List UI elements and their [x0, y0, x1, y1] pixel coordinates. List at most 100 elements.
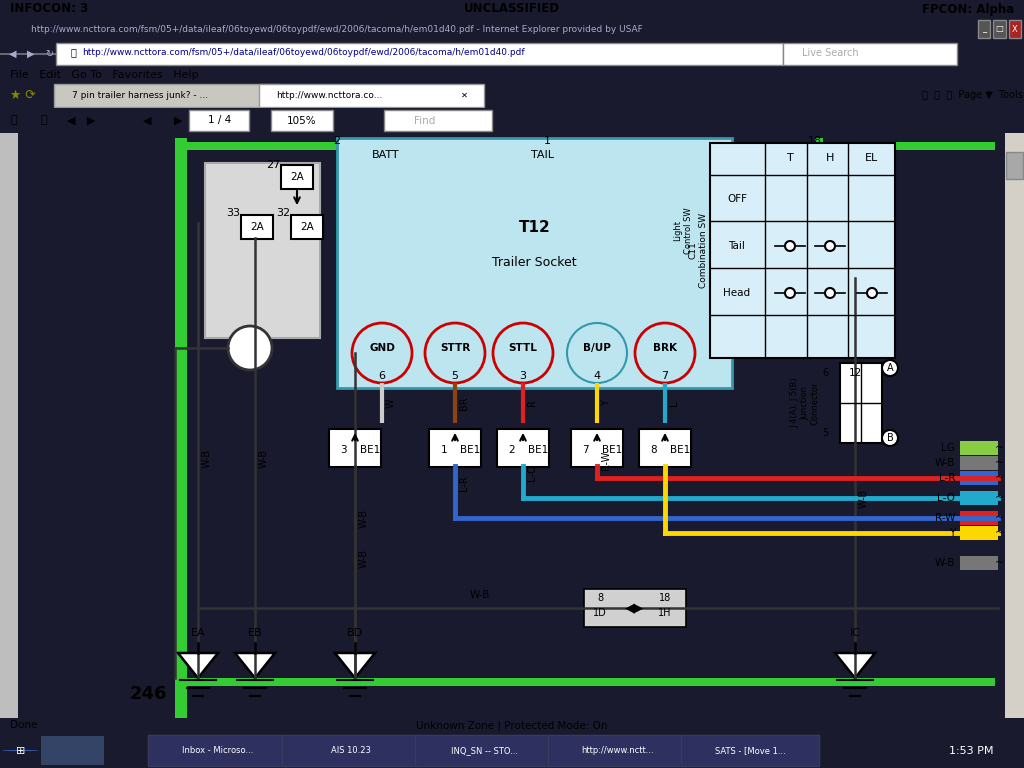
Circle shape	[493, 323, 553, 383]
Text: BD: BD	[347, 628, 364, 638]
Text: A: A	[887, 363, 893, 373]
Circle shape	[2, 750, 39, 751]
FancyBboxPatch shape	[148, 736, 287, 766]
Text: W-B: W-B	[359, 548, 369, 568]
Text: T12: T12	[518, 220, 550, 236]
Text: 32: 32	[275, 208, 290, 218]
Text: AIS 10.23: AIS 10.23	[332, 746, 371, 755]
FancyBboxPatch shape	[1009, 20, 1021, 38]
Text: ▶: ▶	[87, 115, 95, 125]
Text: http://www.ncttora.com/fsm/05+/data/ileaf/06toyewd/06toypdf/ewd/2006/tacoma/h/em: http://www.ncttora.com/fsm/05+/data/ilea…	[31, 25, 642, 34]
FancyBboxPatch shape	[337, 138, 732, 388]
Text: Light
Control SW: Light Control SW	[674, 207, 692, 253]
Text: Find: Find	[415, 115, 435, 125]
Text: 18: 18	[658, 593, 671, 603]
Text: UNCLASSIFIED: UNCLASSIFIED	[464, 2, 560, 15]
Text: GND: GND	[369, 343, 395, 353]
Text: BE1: BE1	[528, 445, 548, 455]
FancyBboxPatch shape	[41, 737, 74, 765]
Text: 6: 6	[379, 371, 385, 381]
Text: Inbox - Microso...: Inbox - Microso...	[182, 746, 254, 755]
FancyBboxPatch shape	[329, 429, 381, 467]
Text: http://www.ncttora.com/fsm/05+/data/ileaf/06toyewd/06toypdf/ewd/2006/tacoma/h/em: http://www.ncttora.com/fsm/05+/data/ilea…	[82, 48, 524, 57]
Text: 4: 4	[594, 371, 600, 381]
FancyBboxPatch shape	[584, 589, 686, 627]
FancyBboxPatch shape	[72, 737, 104, 765]
FancyBboxPatch shape	[497, 429, 549, 467]
FancyBboxPatch shape	[429, 429, 481, 467]
Text: TAIL: TAIL	[530, 150, 554, 160]
FancyBboxPatch shape	[639, 429, 691, 467]
Text: EL: EL	[865, 153, 879, 163]
Text: J 4(A), J 5(B)
Junction
Connector: J 4(A), J 5(B) Junction Connector	[791, 378, 820, 429]
Text: LG: LG	[941, 443, 955, 453]
Text: 2A: 2A	[250, 222, 264, 232]
Text: W-B: W-B	[935, 458, 955, 468]
Text: ✕: ✕	[461, 91, 468, 100]
Text: BE1: BE1	[360, 445, 380, 455]
Circle shape	[228, 326, 272, 370]
Circle shape	[567, 323, 627, 383]
Text: 🏠  📋  🖨  Page ▼  Tools ▼: 🏠 📋 🖨 Page ▼ Tools ▼	[922, 91, 1024, 101]
Text: 3: 3	[519, 371, 526, 381]
FancyBboxPatch shape	[961, 441, 998, 455]
Text: 2A: 2A	[290, 172, 304, 182]
Text: W-B: W-B	[935, 558, 955, 568]
Circle shape	[882, 430, 898, 446]
Text: W-B: W-B	[470, 590, 490, 600]
Text: 12: 12	[848, 368, 861, 378]
Text: 1D: 1D	[593, 608, 607, 618]
Text: 1:53 PM: 1:53 PM	[949, 746, 993, 756]
Text: INFOCON: 3: INFOCON: 3	[10, 2, 88, 15]
Text: 3: 3	[340, 445, 347, 455]
Text: STTL: STTL	[509, 343, 538, 353]
FancyBboxPatch shape	[241, 215, 273, 239]
Text: L: L	[669, 400, 679, 406]
Text: ◀▶: ◀▶	[626, 601, 645, 614]
Text: X: X	[1012, 25, 1018, 34]
FancyBboxPatch shape	[993, 20, 1006, 38]
Text: R-W: R-W	[601, 450, 611, 469]
Circle shape	[785, 241, 795, 251]
Text: □: □	[995, 25, 1004, 34]
Text: L-R: L-R	[459, 475, 469, 491]
Text: W-B: W-B	[202, 449, 212, 468]
Text: ~: ~	[995, 458, 1005, 468]
Text: 7 pin trailer harness junk? - ...: 7 pin trailer harness junk? - ...	[72, 91, 208, 100]
Text: ↻: ↻	[45, 49, 53, 59]
Text: 1H: 1H	[658, 608, 672, 618]
FancyBboxPatch shape	[175, 678, 995, 686]
Polygon shape	[335, 653, 375, 678]
Text: W-B: W-B	[359, 508, 369, 528]
FancyBboxPatch shape	[978, 20, 990, 38]
Text: Head: Head	[723, 288, 751, 298]
Text: Done: Done	[10, 720, 38, 730]
Text: 2: 2	[334, 136, 341, 146]
Text: 33: 33	[226, 208, 240, 218]
Text: L-O: L-O	[937, 493, 955, 503]
Text: 1: 1	[544, 136, 551, 146]
Text: BE1: BE1	[602, 445, 623, 455]
Text: W-B: W-B	[259, 449, 269, 468]
Text: Y: Y	[601, 400, 611, 406]
Text: EA: EA	[190, 628, 206, 638]
FancyBboxPatch shape	[815, 138, 823, 158]
FancyBboxPatch shape	[205, 163, 319, 338]
Text: http://www.nctt...: http://www.nctt...	[582, 746, 653, 755]
FancyBboxPatch shape	[571, 429, 623, 467]
Text: 7: 7	[662, 371, 669, 381]
Text: 1 / 4: 1 / 4	[208, 115, 230, 125]
FancyBboxPatch shape	[0, 133, 18, 718]
Text: H: H	[825, 153, 835, 163]
Text: ~: ~	[995, 493, 1005, 503]
Text: BR: BR	[459, 396, 469, 410]
FancyBboxPatch shape	[961, 471, 998, 485]
Circle shape	[867, 288, 877, 298]
Text: SATS - [Move 1...: SATS - [Move 1...	[715, 746, 786, 755]
Text: 8: 8	[597, 593, 603, 603]
FancyBboxPatch shape	[961, 526, 998, 540]
FancyBboxPatch shape	[681, 736, 819, 766]
Text: 246: 246	[130, 685, 168, 703]
Text: ★ ⟳: ★ ⟳	[10, 89, 36, 102]
Text: T: T	[786, 153, 794, 163]
